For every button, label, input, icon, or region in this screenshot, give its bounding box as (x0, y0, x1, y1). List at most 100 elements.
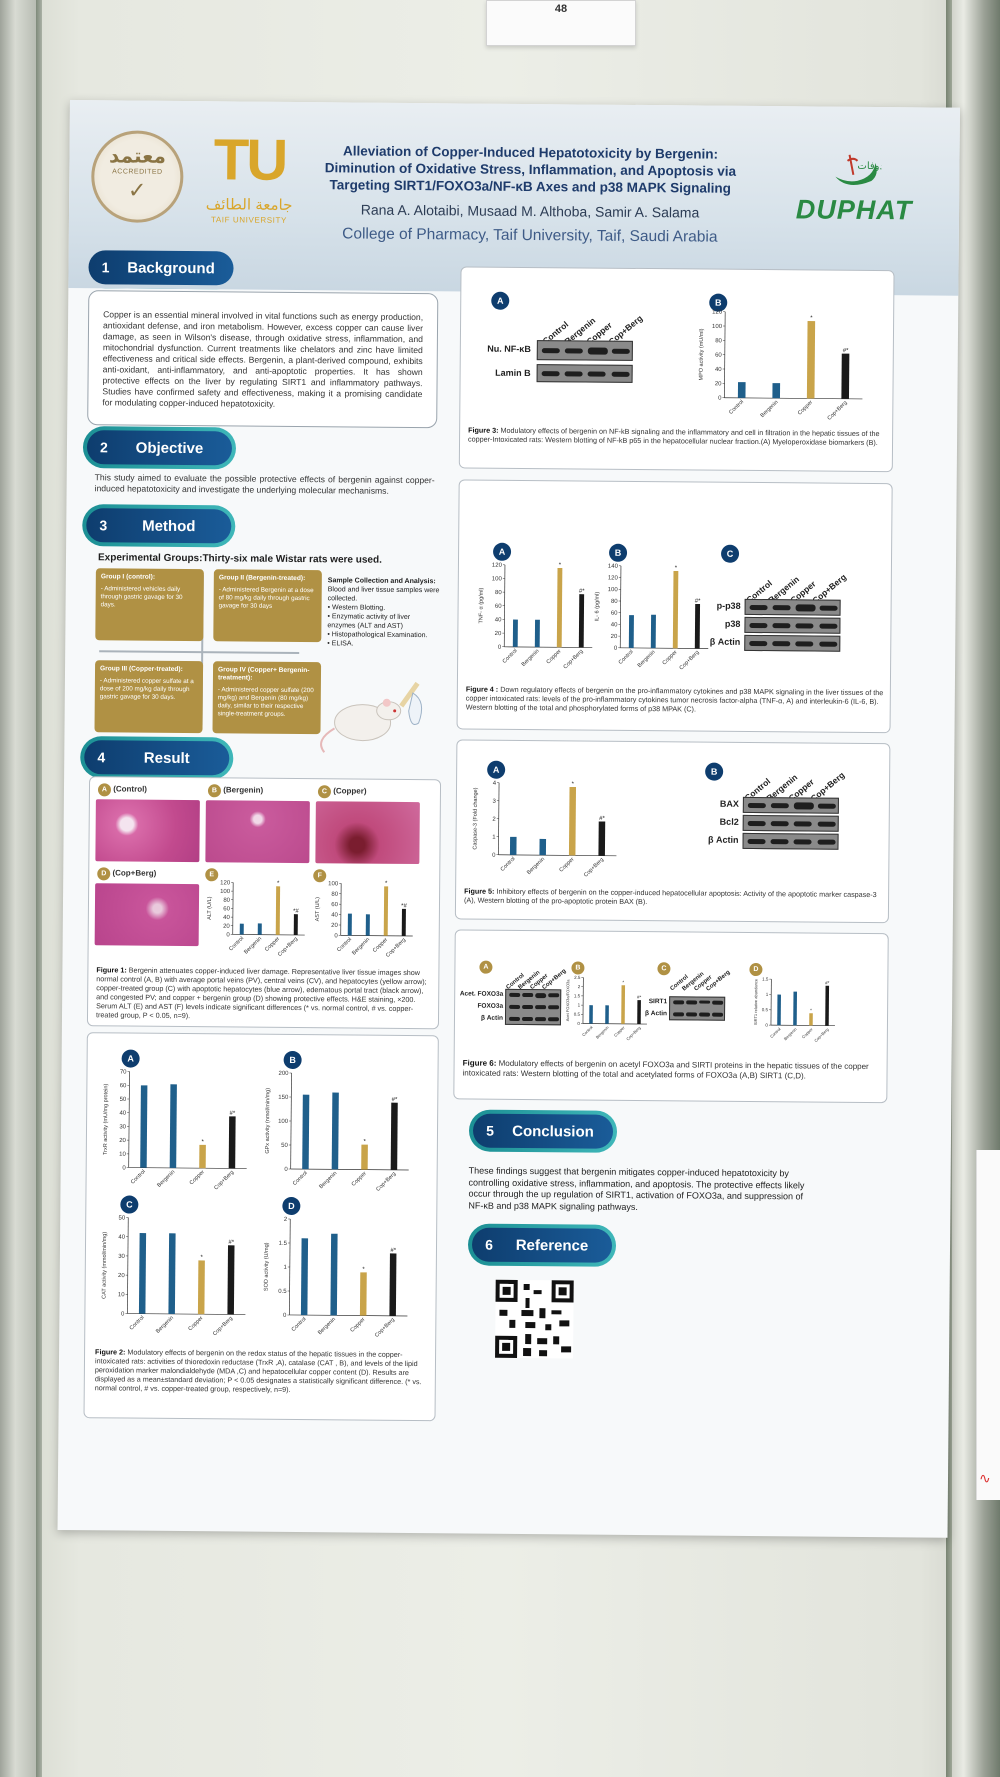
sample-item: Blood and liver tissue samples were coll… (327, 586, 440, 603)
chart-cat: CAT activity (mmol/min/mg) 0 10 20 30 40 50 Con… (102, 1215, 246, 1337)
blot-row-label: p38 (724, 618, 741, 629)
groups-heading: Experimental Groups:Thirty-six male Wist… (97, 552, 382, 566)
x-tick-label: Copper (372, 937, 389, 954)
bar (598, 821, 606, 856)
accreditation-seal: معتمد ACCREDITED ✓ (90, 130, 184, 223)
y-tick-label: 10 (118, 1292, 125, 1298)
y-tick-label: 40 (331, 913, 338, 919)
y-tick-label: 1.5 (762, 977, 769, 982)
x-tick-label: Cop+Berg (813, 1027, 829, 1043)
x-tick-label: Bergenin (243, 936, 263, 956)
y-axis-label: ALT (U/L) (207, 896, 213, 920)
bar (140, 1085, 148, 1168)
bar (257, 923, 262, 935)
x-tick-label: Cop+Berg (679, 650, 701, 672)
section-number: 1 (101, 259, 110, 276)
x-tick-label: Control (292, 1170, 309, 1187)
significance-mark: * (200, 1255, 203, 1261)
y-tick-label: 70 (120, 1069, 127, 1075)
y-tick-label: 0 (498, 645, 502, 651)
blot-bax (742, 796, 839, 814)
group-title: Group III (Copper-treated): (100, 665, 183, 674)
y-axis (619, 565, 622, 648)
blot-row-label: β Actin (709, 636, 741, 647)
bar (539, 838, 547, 856)
bar (239, 923, 244, 935)
bar (138, 1233, 147, 1314)
x-tick-label: Bergenin (521, 648, 541, 668)
y-tick-label: 200 (278, 1071, 289, 1077)
x-tick-label: Bergenin (595, 1025, 610, 1040)
y-tick-label: 0 (226, 932, 230, 938)
y-tick-label: 50 (281, 1143, 288, 1149)
group-text: - Administered copper sulfate at a dose … (99, 677, 194, 701)
y-tick-label: 1 (766, 992, 769, 997)
bar (197, 1260, 205, 1315)
y-tick-label: 20 (611, 634, 618, 640)
chart-tnf-alpha: TNF- α (pg/ml) 0 20 40 60 80 100 120 Control Berg… (478, 563, 593, 670)
x-axis (128, 1167, 247, 1169)
significance-mark: #* (390, 1248, 396, 1254)
y-tick-label: 80 (715, 338, 722, 344)
x-axis (620, 647, 709, 649)
university-logo: TU جامعة الطائف TAIF UNIVERSITY (199, 127, 300, 238)
bar (809, 1013, 813, 1026)
bar (806, 321, 816, 399)
bar (825, 985, 830, 1026)
section-method-heading: 3 Method (86, 508, 232, 544)
y-axis-label: SOD activity (U/mg) (264, 1242, 270, 1291)
significance-mark: * (572, 782, 575, 788)
y-tick-label: 2 (492, 817, 496, 823)
x-tick-label: Copper (797, 400, 814, 417)
significance-mark: * (201, 1139, 204, 1145)
bar (227, 1245, 235, 1315)
group-title: Group IV (Copper+ Bergenin-treatment): (217, 666, 310, 682)
y-tick-label: 80 (223, 898, 230, 904)
figure-5-caption: Figure 5: Inhibitory effects of bergenin… (463, 886, 877, 907)
section-number: 3 (99, 517, 108, 534)
section-title: Background (127, 259, 215, 277)
y-tick-label: 0 (334, 933, 338, 939)
group-text: - Administered Bergenin at a dose of 80 … (218, 586, 314, 610)
y-tick-label: 60 (331, 902, 338, 908)
histology-image-copper (315, 801, 420, 865)
bar (199, 1144, 206, 1169)
y-tick-label: 100 (278, 1119, 289, 1125)
blot-sirt1 (668, 996, 726, 1021)
y-tick-label: 100 (712, 324, 723, 330)
section-result-heading: 4 Result (84, 740, 230, 776)
histology-image-bergenin (205, 800, 310, 864)
y-tick-label: 1 (492, 835, 496, 841)
section-number: 2 (99, 439, 108, 456)
x-tick-label: Bergenin (526, 856, 546, 876)
histology-image-cop-berg (94, 883, 200, 947)
y-tick-label: 0.5 (762, 1007, 769, 1012)
bar (694, 603, 701, 649)
bar (772, 383, 781, 399)
x-tick-label: Copper (189, 1169, 206, 1186)
university-name-arabic: جامعة الطائف (205, 196, 293, 214)
adjacent-poster-edge: ∿ (976, 1150, 1000, 1500)
bar (534, 619, 540, 648)
authors: Rana A. Alotaibi, Musaad M. Althoba, Sam… (360, 201, 700, 221)
section-reference-heading: 6 Reference (471, 1227, 613, 1263)
y-axis-label: AST (U/L) (315, 897, 321, 922)
poster-number-tag: 48 (486, 0, 636, 46)
sponsor-logo: دوفات DUPHAT (779, 146, 930, 237)
bar (512, 619, 518, 647)
bar (275, 886, 281, 935)
reference-qr-code[interactable] (495, 1279, 574, 1359)
chart-gpx: GPx activity (nmol/min/mg) 0 50 100 150 200 Co… (265, 1071, 409, 1193)
chart-il6: IL- 6 (pg/ml) 0 20 40 60 80 100 120 140 Control Be… (594, 564, 709, 672)
y-tick-label: 1 (283, 1265, 287, 1271)
y-axis-label: GPx activity (nmol/min/mg) (265, 1088, 272, 1154)
bar (300, 1238, 309, 1316)
section-title: Method (142, 517, 196, 535)
x-tick-label: Bergenin (783, 1027, 798, 1042)
y-tick-label: 0 (718, 396, 722, 402)
x-tick-label: Control (581, 1025, 594, 1038)
x-tick-label: Control (291, 1316, 308, 1333)
sample-item: • ELISA. (327, 640, 354, 648)
blot-row-label: BAX (719, 798, 739, 809)
y-tick-label: 120 (492, 563, 503, 569)
